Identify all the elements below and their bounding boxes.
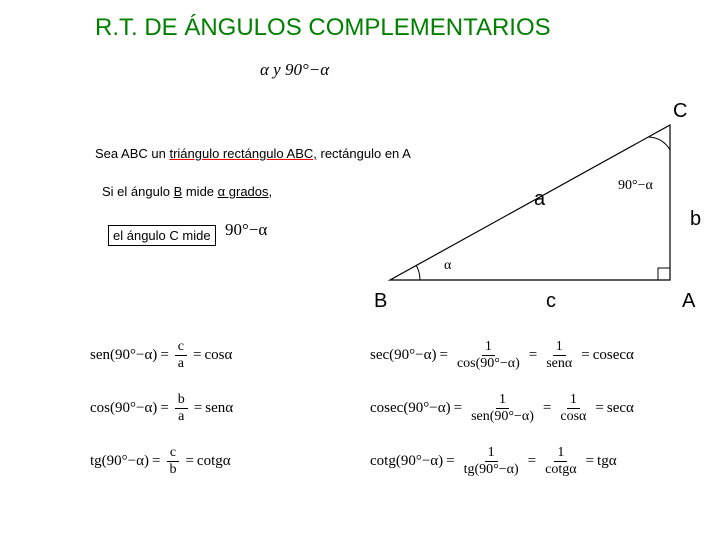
formula-cotg: cotg(90°−α)= 1tg(90°−α) = 1cotgα =tgα	[370, 446, 617, 477]
fn: sec	[370, 347, 389, 364]
formula-cosec: cosec(90°−α)= 1sen(90°−α) = 1cosα =secα	[370, 393, 634, 424]
line2-mid: mide	[182, 184, 217, 199]
num: c	[175, 340, 187, 356]
den: cosα	[557, 409, 589, 424]
page-title: R.T. DE ÁNGULOS COMPLEMENTARIOS	[95, 14, 551, 42]
equals: =	[586, 453, 594, 470]
den: tg(90°−α)	[461, 462, 522, 477]
den: cos(90°−α)	[454, 356, 523, 371]
num: 1	[553, 340, 566, 356]
num: 1	[567, 393, 580, 409]
text-line-1: Sea ABC un triángulo rectángulo ABC, rec…	[95, 146, 411, 161]
side-label-b: b	[690, 208, 701, 231]
line1-underlined: triángulo rectángulo ABC,	[169, 146, 316, 161]
fraction: cb	[166, 446, 179, 477]
equals: =	[160, 347, 168, 364]
line1-pre: Sea ABC un	[95, 146, 169, 161]
equals: =	[528, 453, 536, 470]
den: senα	[543, 356, 575, 371]
result: cosα	[204, 347, 232, 364]
num: 1	[554, 446, 567, 462]
equals: =	[454, 400, 462, 417]
result: senα	[205, 400, 233, 417]
formula-block: sen(90°−α)= ca =cosα sec(90°−α)= 1cos(90…	[90, 340, 650, 499]
vertex-label-a-upper: A	[682, 290, 695, 313]
fraction: ba	[175, 393, 188, 424]
text-line-3-boxed: el ángulo C mide	[108, 225, 216, 246]
num: 1	[485, 446, 498, 462]
triangle-diagram: C a b B c A α 90°−α	[370, 100, 700, 300]
fraction: 1cosα	[557, 393, 589, 424]
fraction: 1cotgα	[542, 446, 579, 477]
vertex-label-c-upper: C	[673, 100, 687, 123]
arg: (90°−α)	[396, 453, 443, 470]
formula-row-2: cos(90°−α)= ba =senα cosec(90°−α)= 1sen(…	[90, 393, 650, 424]
num: 1	[496, 393, 509, 409]
line2-pre: Si el ángulo	[102, 184, 174, 199]
side-label-a: a	[534, 188, 545, 211]
angle-complement-label: 90°−α	[618, 178, 653, 194]
den: sen(90°−α)	[468, 409, 537, 424]
arg: (90°−α)	[403, 400, 450, 417]
den: a	[175, 409, 187, 424]
result: tgα	[597, 453, 617, 470]
equals: =	[543, 400, 551, 417]
result: secα	[607, 400, 634, 417]
formula-row-1: sen(90°−α)= ca =cosα sec(90°−α)= 1cos(90…	[90, 340, 650, 371]
equals: =	[595, 400, 603, 417]
formula-row-3: tg(90°−α)= cb =cotgα cotg(90°−α)= 1tg(90…	[90, 446, 650, 477]
line2-u1: B	[174, 184, 183, 199]
num: 1	[482, 340, 495, 356]
fraction: 1cos(90°−α)	[454, 340, 523, 371]
arg: (90°−α)	[102, 453, 149, 470]
formula-tg: tg(90°−α)= cb =cotgα	[90, 446, 370, 477]
equals: =	[160, 400, 168, 417]
den: a	[175, 356, 187, 371]
equals: =	[446, 453, 454, 470]
fraction: ca	[175, 340, 187, 371]
fn: cos	[90, 400, 110, 417]
formula-sec: sec(90°−α)= 1cos(90°−α) = 1senα =cosecα	[370, 340, 634, 371]
fraction: 1senα	[543, 340, 575, 371]
expression-line-3: 90°−α	[225, 220, 267, 240]
fraction: 1sen(90°−α)	[468, 393, 537, 424]
equals: =	[194, 400, 202, 417]
vertex-label-b-upper: B	[374, 290, 387, 313]
side-label-c: c	[546, 290, 556, 313]
top-expression: α y 90°−α	[260, 60, 329, 80]
fraction: 1tg(90°−α)	[461, 446, 522, 477]
result: cotgα	[197, 453, 231, 470]
formula-sen: sen(90°−α)= ca =cosα	[90, 340, 370, 371]
line2-post: ,	[269, 184, 273, 199]
num: b	[175, 393, 188, 409]
equals: =	[152, 453, 160, 470]
den: b	[166, 462, 179, 477]
arg: (90°−α)	[110, 400, 157, 417]
result: cosecα	[593, 347, 634, 364]
num: c	[167, 446, 179, 462]
line2-u2: α grados	[218, 184, 269, 199]
fn: cosec	[370, 400, 403, 417]
den: cotgα	[542, 462, 579, 477]
arg: (90°−α)	[389, 347, 436, 364]
equals: =	[581, 347, 589, 364]
equals: =	[529, 347, 537, 364]
formula-cos: cos(90°−α)= ba =senα	[90, 393, 370, 424]
angle-alpha-label: α	[444, 258, 451, 274]
fn: cotg	[370, 453, 396, 470]
equals: =	[439, 347, 447, 364]
fn: tg	[90, 453, 102, 470]
equals: =	[185, 453, 193, 470]
equals: =	[193, 347, 201, 364]
fn: sen	[90, 347, 110, 364]
text-line-2: Si el ángulo B mide α grados,	[102, 184, 272, 199]
arg: (90°−α)	[110, 347, 157, 364]
